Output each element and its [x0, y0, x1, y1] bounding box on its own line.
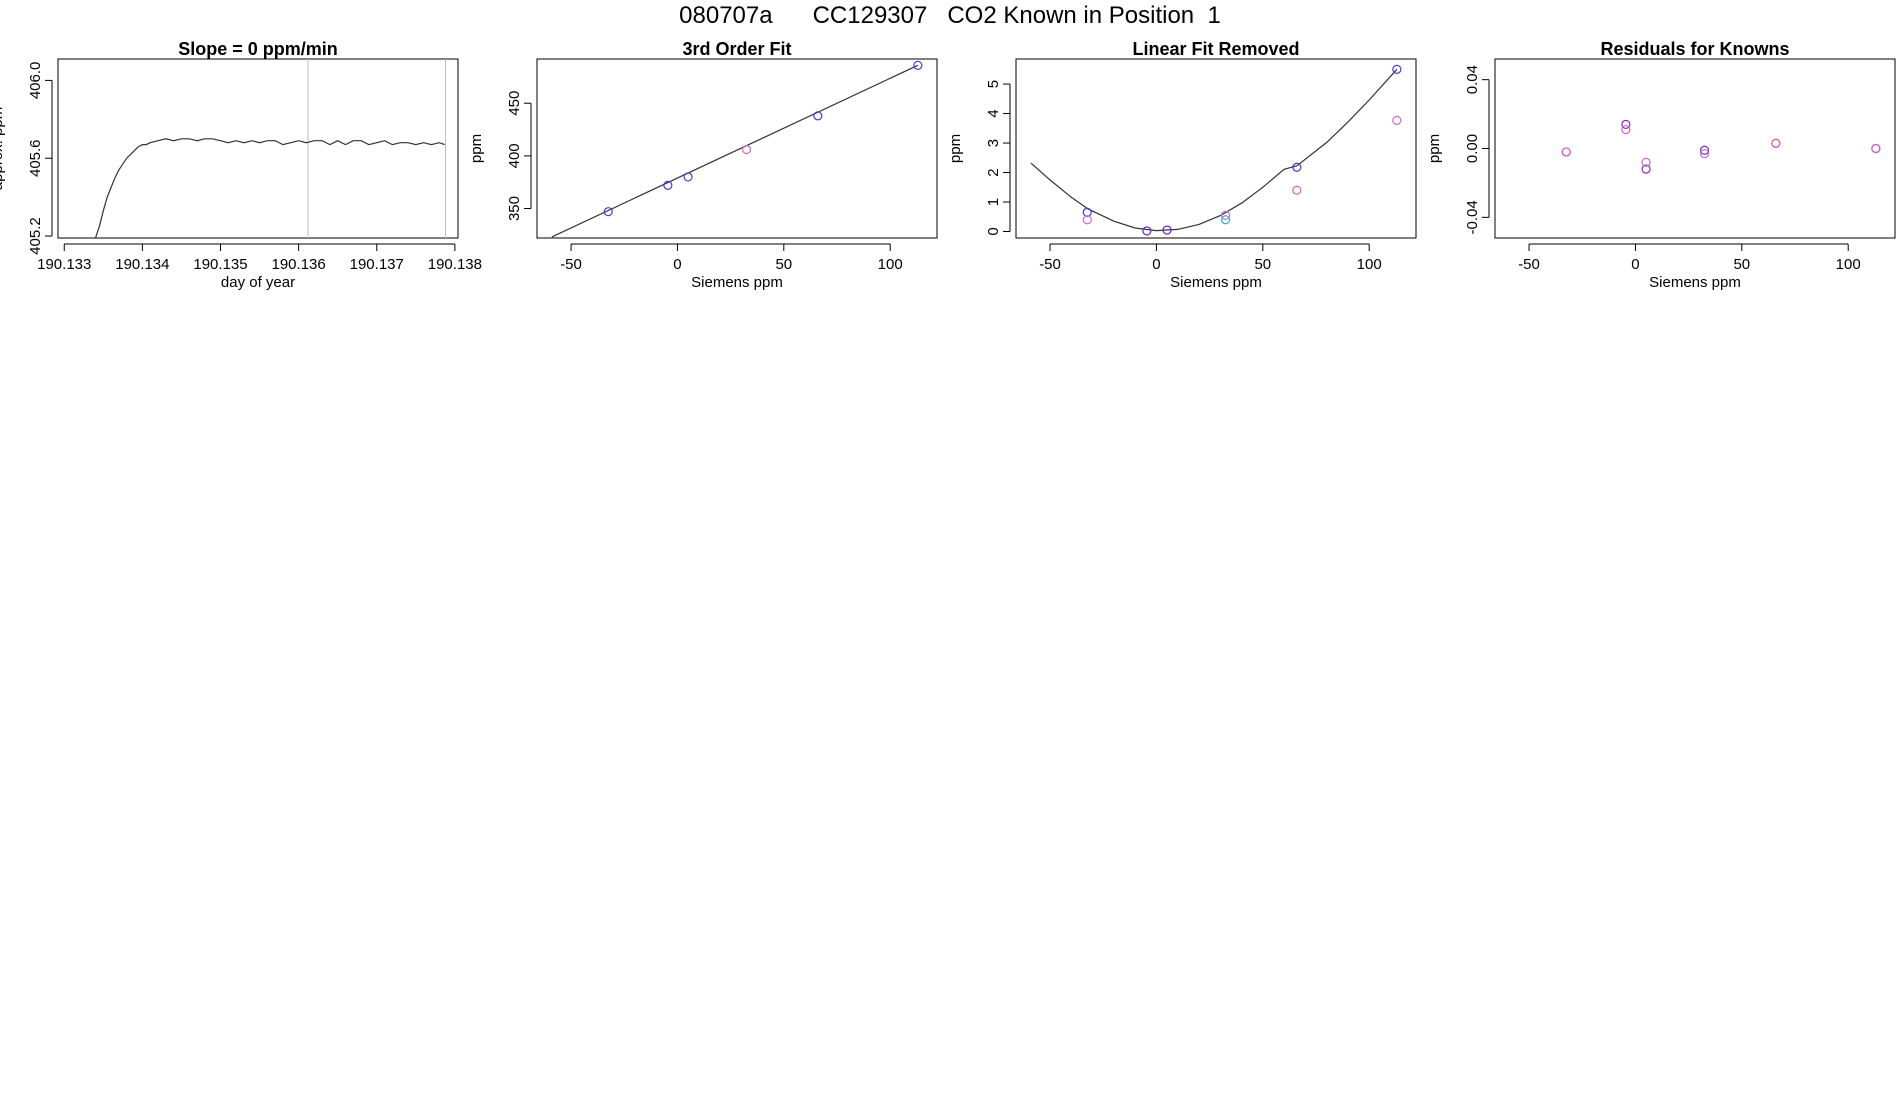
- x-tick-label: 50: [1733, 256, 1750, 273]
- fit-line: [551, 64, 919, 238]
- x-tick-label: 100: [1836, 256, 1861, 273]
- x-axis-label: Siemens ppm: [691, 274, 783, 291]
- y-tick-label: 0.04: [1464, 65, 1481, 94]
- x-tick-label: 0: [1631, 256, 1639, 273]
- y-tick-label: 1: [985, 198, 1002, 206]
- data-point: [813, 111, 823, 121]
- data-point: [1142, 226, 1152, 236]
- x-tick-label: -50: [1039, 256, 1061, 273]
- figure-title: 080707a CC129307 CO2 Known in Position 1: [679, 2, 1221, 29]
- data-point: [1220, 210, 1231, 220]
- data-point: [1641, 164, 1651, 174]
- x-tick-label: 190.133: [37, 256, 91, 273]
- y-axis-label: approx. ppm: [0, 107, 6, 190]
- chart-title: Residuals for Knowns: [1600, 39, 1789, 59]
- y-tick-label: 0.00: [1464, 134, 1481, 163]
- y-tick-label: 406.0: [27, 62, 44, 100]
- data-point: [663, 180, 673, 190]
- chart-title: Linear Fit Removed: [1132, 39, 1299, 59]
- data-point: [1082, 215, 1092, 225]
- y-tick-label: 3: [985, 139, 1002, 147]
- data-point: [1162, 225, 1172, 235]
- data-point: [1561, 147, 1571, 157]
- plot-frame: [1015, 58, 1417, 239]
- series-line: [94, 138, 445, 238]
- plot-data: [94, 59, 446, 238]
- y-tick-label: 450: [506, 91, 523, 116]
- y-tick-label: 4: [985, 109, 1002, 117]
- x-tick-label: 50: [775, 256, 792, 273]
- data-point: [741, 144, 752, 155]
- y-tick-label: 405.6: [27, 139, 44, 177]
- y-tick-label: 350: [506, 196, 523, 221]
- x-tick-label: -50: [1518, 256, 1540, 273]
- data-point: [683, 172, 693, 182]
- x-axis-label: Siemens ppm: [1170, 274, 1262, 291]
- data-point: [1621, 124, 1631, 135]
- plot-data: [1030, 64, 1402, 236]
- y-tick-label: -0.04: [1464, 200, 1481, 234]
- chart-panel-1: Slope = 0 ppm/min 190.133 190.134 190.135 19…: [0, 39, 482, 291]
- data-point: [913, 60, 923, 70]
- data-point: [1771, 138, 1781, 148]
- x-tick-label: 190.138: [428, 256, 482, 273]
- x-tick-label: 100: [1357, 256, 1382, 273]
- y-axis-label: ppm: [1426, 134, 1443, 163]
- data-point: [603, 207, 613, 217]
- y-axis-label: ppm: [468, 134, 485, 163]
- plot-frame: [1494, 58, 1896, 239]
- chart-title: 3rd Order Fit: [682, 39, 791, 59]
- x-tick-label: 50: [1254, 256, 1271, 273]
- data-point: [1392, 64, 1402, 74]
- y-tick-label: 5: [985, 80, 1002, 88]
- x-axis-label: Siemens ppm: [1649, 274, 1741, 291]
- plot-data: [1561, 119, 1881, 174]
- plot-data: [551, 60, 923, 238]
- data-point: [1621, 119, 1631, 130]
- x-tick-label: 100: [878, 256, 903, 273]
- y-tick-label: 405.2: [27, 217, 44, 255]
- y-tick-label: 0: [985, 227, 1002, 235]
- data-point: [1220, 215, 1231, 225]
- data-point: [1699, 149, 1710, 159]
- data-point: [1641, 157, 1651, 167]
- data-point: [1871, 143, 1881, 154]
- x-tick-label: 190.135: [193, 256, 247, 273]
- x-tick-label: 0: [673, 256, 681, 273]
- plot-frame: [57, 58, 459, 239]
- x-tick-label: 0: [1152, 256, 1160, 273]
- data-point: [1082, 207, 1092, 217]
- fit-curve: [1030, 68, 1398, 232]
- x-tick-label: 190.137: [350, 256, 404, 273]
- y-tick-label: 2: [985, 168, 1002, 176]
- data-point: [1699, 145, 1710, 155]
- x-tick-label: 190.136: [272, 256, 326, 273]
- y-tick-label: 400: [506, 143, 523, 168]
- x-tick-label: -50: [560, 256, 582, 273]
- data-point: [1392, 115, 1402, 125]
- plot-frame: [536, 58, 938, 239]
- chart-panel-3: Linear Fit Removed -50 0 50 100 Siemens ppm 0 1…: [947, 39, 1417, 291]
- y-axis-label: ppm: [947, 134, 964, 163]
- chart-panel-4: Residuals for Knowns -50 0 50 100 Siemens ppm…: [1426, 39, 1896, 291]
- data-point: [1292, 162, 1302, 172]
- chart-panel-2: 3rd Order Fit -50 0 50 100 Siemens ppm 350 400 4…: [468, 39, 938, 291]
- x-tick-label: 190.134: [115, 256, 169, 273]
- chart-title: Slope = 0 ppm/min: [178, 39, 338, 59]
- x-axis-label: day of year: [221, 274, 295, 291]
- data-point: [1292, 185, 1302, 195]
